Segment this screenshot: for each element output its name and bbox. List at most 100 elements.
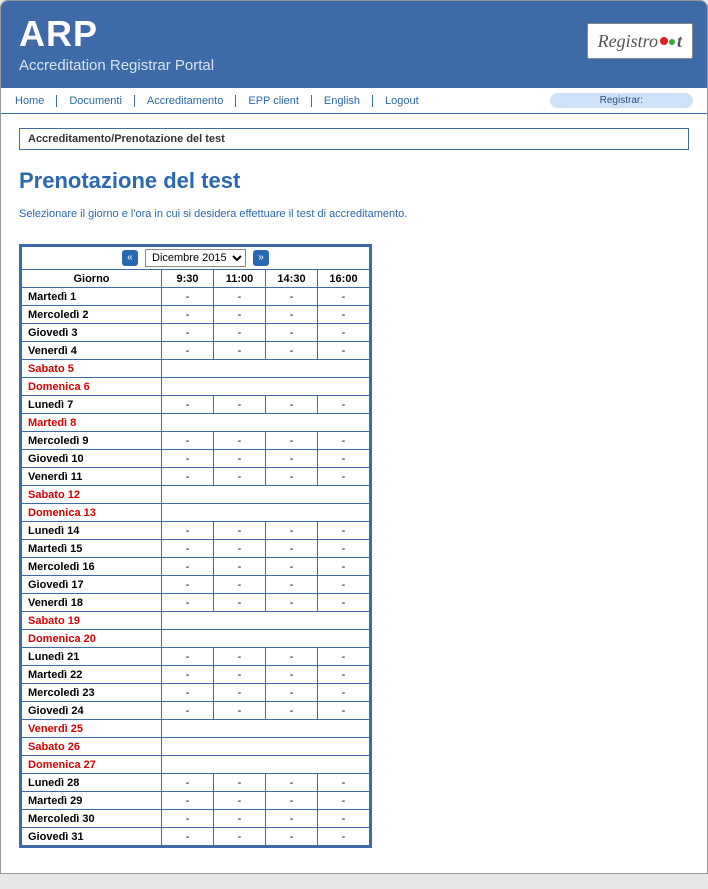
time-slot[interactable]: -: [266, 288, 318, 306]
time-slot[interactable]: -: [318, 396, 370, 414]
nav-english[interactable]: English: [312, 95, 373, 107]
time-slot[interactable]: -: [162, 594, 214, 612]
time-slot[interactable]: -: [214, 576, 266, 594]
time-slot[interactable]: -: [266, 594, 318, 612]
time-slot[interactable]: -: [162, 684, 214, 702]
month-select[interactable]: Dicembre 2015: [145, 249, 246, 267]
time-slot[interactable]: -: [214, 522, 266, 540]
time-slot[interactable]: -: [318, 450, 370, 468]
time-slot[interactable]: -: [214, 792, 266, 810]
time-slot[interactable]: -: [266, 396, 318, 414]
time-slot[interactable]: -: [266, 540, 318, 558]
instructions: Selezionare il giorno e l'ora in cui si …: [19, 208, 689, 220]
time-slot[interactable]: -: [318, 576, 370, 594]
time-slot[interactable]: -: [266, 774, 318, 792]
time-slot[interactable]: -: [214, 594, 266, 612]
time-slot[interactable]: -: [318, 648, 370, 666]
time-slot[interactable]: -: [318, 666, 370, 684]
next-month-button[interactable]: »: [253, 250, 269, 266]
time-slot[interactable]: -: [318, 288, 370, 306]
time-slot[interactable]: -: [318, 342, 370, 360]
time-slot[interactable]: -: [318, 594, 370, 612]
time-slot[interactable]: -: [162, 810, 214, 828]
time-slot[interactable]: -: [162, 468, 214, 486]
no-slots-cell: [162, 486, 370, 504]
time-slot[interactable]: -: [214, 774, 266, 792]
time-slot[interactable]: -: [318, 432, 370, 450]
day-label: Mercoledì 23: [22, 684, 162, 702]
time-slot[interactable]: -: [318, 468, 370, 486]
time-slot[interactable]: -: [214, 648, 266, 666]
nav-accreditamento[interactable]: Accreditamento: [135, 95, 236, 107]
time-slot[interactable]: -: [214, 828, 266, 846]
time-slot[interactable]: -: [266, 648, 318, 666]
nav-logout[interactable]: Logout: [373, 95, 431, 107]
time-slot[interactable]: -: [266, 684, 318, 702]
time-slot[interactable]: -: [162, 324, 214, 342]
time-slot[interactable]: -: [318, 702, 370, 720]
time-slot[interactable]: -: [214, 324, 266, 342]
time-slot[interactable]: -: [162, 342, 214, 360]
time-slot[interactable]: -: [266, 810, 318, 828]
calendar-row: Mercoledì 2----: [22, 306, 370, 324]
time-slot[interactable]: -: [266, 342, 318, 360]
time-slot[interactable]: -: [162, 288, 214, 306]
time-slot[interactable]: -: [214, 702, 266, 720]
time-slot[interactable]: -: [266, 306, 318, 324]
time-slot[interactable]: -: [162, 432, 214, 450]
time-slot[interactable]: -: [214, 468, 266, 486]
time-slot[interactable]: -: [162, 774, 214, 792]
time-slot[interactable]: -: [318, 522, 370, 540]
time-slot[interactable]: -: [214, 396, 266, 414]
time-slot[interactable]: -: [318, 324, 370, 342]
time-slot[interactable]: -: [266, 666, 318, 684]
calendar-row: Lunedì 21----: [22, 648, 370, 666]
time-slot[interactable]: -: [162, 702, 214, 720]
time-slot[interactable]: -: [266, 324, 318, 342]
time-slot[interactable]: -: [214, 288, 266, 306]
calendar-row: Sabato 5: [22, 360, 370, 378]
time-slot[interactable]: -: [266, 828, 318, 846]
time-slot[interactable]: -: [266, 558, 318, 576]
time-slot[interactable]: -: [318, 684, 370, 702]
time-slot[interactable]: -: [162, 828, 214, 846]
time-slot[interactable]: -: [266, 702, 318, 720]
time-slot[interactable]: -: [318, 306, 370, 324]
time-slot[interactable]: -: [162, 558, 214, 576]
time-slot[interactable]: -: [162, 576, 214, 594]
time-slot[interactable]: -: [214, 666, 266, 684]
nav-home[interactable]: Home: [15, 95, 57, 107]
time-slot[interactable]: -: [214, 810, 266, 828]
time-slot[interactable]: -: [162, 450, 214, 468]
prev-month-button[interactable]: «: [122, 250, 138, 266]
time-slot[interactable]: -: [162, 666, 214, 684]
time-slot[interactable]: -: [214, 450, 266, 468]
time-slot[interactable]: -: [266, 468, 318, 486]
time-slot[interactable]: -: [318, 558, 370, 576]
calendar-row: Domenica 20: [22, 630, 370, 648]
nav-epp-client[interactable]: EPP client: [236, 95, 312, 107]
time-slot[interactable]: -: [214, 342, 266, 360]
time-slot[interactable]: -: [214, 432, 266, 450]
time-slot[interactable]: -: [214, 684, 266, 702]
time-slot[interactable]: -: [318, 828, 370, 846]
time-slot[interactable]: -: [162, 522, 214, 540]
time-slot[interactable]: -: [266, 522, 318, 540]
time-slot[interactable]: -: [162, 396, 214, 414]
time-slot[interactable]: -: [318, 810, 370, 828]
time-slot[interactable]: -: [266, 432, 318, 450]
time-slot[interactable]: -: [162, 540, 214, 558]
time-slot[interactable]: -: [266, 576, 318, 594]
nav-documenti[interactable]: Documenti: [57, 95, 135, 107]
time-slot[interactable]: -: [162, 792, 214, 810]
time-slot[interactable]: -: [162, 648, 214, 666]
time-slot[interactable]: -: [318, 540, 370, 558]
time-slot[interactable]: -: [318, 792, 370, 810]
time-slot[interactable]: -: [214, 558, 266, 576]
time-slot[interactable]: -: [214, 540, 266, 558]
time-slot[interactable]: -: [266, 450, 318, 468]
time-slot[interactable]: -: [266, 792, 318, 810]
time-slot[interactable]: -: [162, 306, 214, 324]
time-slot[interactable]: -: [318, 774, 370, 792]
time-slot[interactable]: -: [214, 306, 266, 324]
